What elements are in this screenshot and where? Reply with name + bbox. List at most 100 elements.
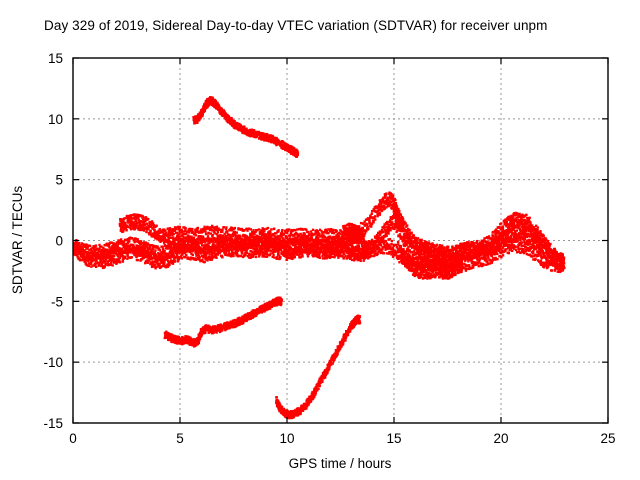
data-point <box>100 255 104 258</box>
data-point <box>198 251 201 254</box>
data-point <box>313 394 316 398</box>
data-point <box>496 242 500 245</box>
data-point <box>129 223 132 226</box>
data-point <box>206 243 209 247</box>
data-point <box>257 308 260 311</box>
data-point <box>126 218 130 222</box>
data-point <box>515 229 519 232</box>
data-point <box>279 296 282 300</box>
data-point <box>462 254 466 258</box>
data-point <box>296 151 300 154</box>
data-point <box>195 245 198 248</box>
data-point <box>329 360 332 363</box>
data-point <box>251 316 254 319</box>
data-point <box>219 327 222 330</box>
data-point <box>406 247 409 250</box>
data-point <box>172 251 175 255</box>
data-point <box>177 335 181 339</box>
data-point <box>331 362 334 365</box>
data-point <box>158 249 162 252</box>
data-point <box>203 247 206 250</box>
data-point <box>389 226 392 230</box>
data-point <box>84 245 88 248</box>
data-point <box>275 396 278 399</box>
data-point <box>263 310 266 313</box>
data-point <box>365 243 368 246</box>
data-point <box>328 238 331 242</box>
data-point <box>460 248 463 251</box>
data-point <box>280 302 283 305</box>
data-point <box>118 222 122 226</box>
data-point <box>255 248 259 252</box>
data-point <box>189 239 193 242</box>
data-point <box>506 233 509 237</box>
data-point <box>517 236 520 240</box>
data-point <box>168 247 172 250</box>
data-point <box>106 248 109 251</box>
data-point <box>325 245 329 248</box>
data-point <box>253 244 256 247</box>
data-point <box>231 243 234 246</box>
data-point <box>242 127 245 130</box>
data-point <box>244 313 248 316</box>
data-point <box>245 319 248 323</box>
data-point <box>381 235 384 239</box>
data-point <box>305 404 309 408</box>
data-point <box>137 251 141 254</box>
data-point <box>411 250 414 254</box>
data-point <box>94 257 98 261</box>
data-point <box>94 244 98 247</box>
data-series <box>118 191 565 270</box>
data-point <box>148 244 152 247</box>
data-point <box>292 415 296 418</box>
data-point <box>326 371 329 374</box>
data-point <box>267 136 270 140</box>
data-point <box>447 251 450 255</box>
data-point <box>322 371 326 375</box>
data-point <box>130 250 133 253</box>
data-point <box>161 245 164 249</box>
data-point <box>346 333 350 337</box>
data-point <box>126 249 129 253</box>
data-point <box>497 234 500 238</box>
data-point <box>151 249 154 252</box>
data-point <box>293 147 296 150</box>
data-point <box>393 223 396 226</box>
data-point <box>296 149 299 153</box>
data-point <box>273 136 277 140</box>
data-point <box>211 246 214 250</box>
data-point <box>387 232 390 235</box>
data-point <box>127 214 130 218</box>
data-point <box>130 214 133 217</box>
data-point <box>116 244 119 247</box>
data-point <box>317 387 320 390</box>
data-point <box>249 132 252 135</box>
data-point <box>76 254 79 257</box>
data-point <box>495 244 498 247</box>
data-point <box>279 239 283 243</box>
data-point <box>296 153 299 157</box>
data-point <box>310 392 314 395</box>
data-point <box>199 117 202 120</box>
data-point <box>291 152 294 155</box>
data-point <box>170 248 174 252</box>
data-point <box>259 236 263 239</box>
data-point <box>157 247 161 250</box>
data-point <box>182 237 185 241</box>
data-point <box>388 225 391 228</box>
data-point <box>387 229 390 233</box>
data-point <box>146 256 149 259</box>
data-point <box>110 241 113 244</box>
data-point <box>131 220 134 223</box>
data-point <box>211 97 215 101</box>
data-point <box>386 226 390 230</box>
data-point <box>265 240 269 244</box>
data-point <box>231 319 235 322</box>
data-point <box>513 229 517 233</box>
data-point <box>299 411 302 414</box>
data-point <box>241 125 244 129</box>
data-point <box>275 304 279 307</box>
data-point <box>207 244 210 248</box>
data-point <box>392 216 395 219</box>
data-point <box>121 248 124 251</box>
